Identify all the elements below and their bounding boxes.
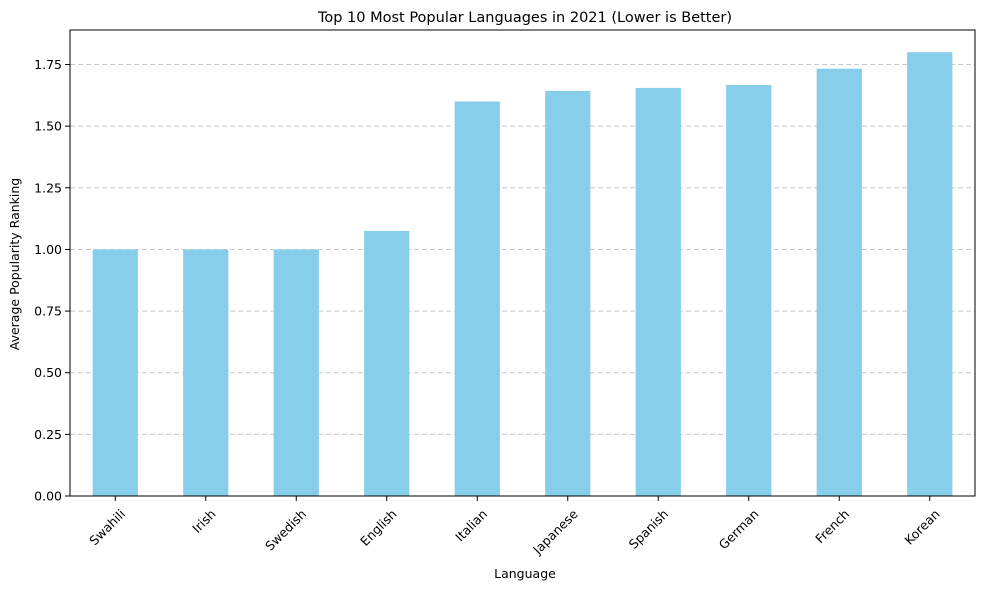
bar-irish [183,249,229,496]
x-tick-label: Japanese [529,506,581,558]
x-axis-label: Language [494,566,556,581]
y-tick-label: 1.25 [34,180,62,195]
y-tick-label: 0.50 [34,365,62,380]
x-tick-label: English [357,506,400,549]
bar-spanish [635,87,681,496]
x-tick-label: French [812,506,852,546]
x-tick-label: Swedish [262,506,309,553]
x-tick-label: Italian [452,506,490,544]
bar-japanese [545,90,591,497]
bars [92,52,953,497]
x-tick-label: Swahili [86,506,128,548]
y-tick-label: 0.25 [34,427,62,442]
x-tick-label: Korean [901,506,942,547]
bar-french [816,68,862,496]
bar-english [364,230,410,496]
y-axis-ticks: 0.00 0.25 0.50 0.75 1.00 1.25 1.50 1.75 [34,57,70,504]
bar-swahili [92,249,138,496]
x-tick-label: Spanish [626,506,672,552]
y-tick-label: 0.00 [34,489,62,504]
x-tick-label: Irish [189,506,219,536]
y-tick-label: 1.00 [34,242,62,257]
bar-german [726,84,772,497]
chart-title: Top 10 Most Popular Languages in 2021 (L… [317,10,732,26]
x-axis-ticks: Swahili Irish Swedish English Italian Japanes… [86,496,943,558]
bar-korean [907,52,953,496]
bar-italian [454,101,500,496]
y-tick-label: 1.75 [34,57,62,72]
y-tick-label: 1.50 [34,119,62,134]
plot-frame [69,29,976,497]
x-tick-label: German [716,506,762,552]
bar-swedish [273,249,319,496]
y-tick-label: 0.75 [34,304,62,319]
y-axis-label: Average Popularity Ranking [7,178,22,350]
